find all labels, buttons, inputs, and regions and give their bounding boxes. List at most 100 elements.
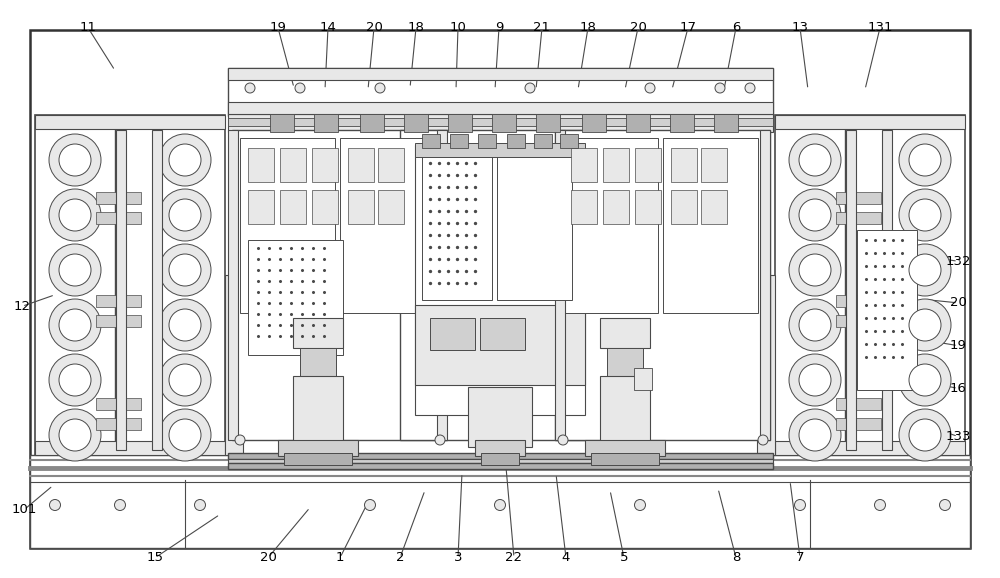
Bar xyxy=(293,376,343,448)
Text: 132: 132 xyxy=(945,255,971,268)
Bar xyxy=(378,148,404,182)
Circle shape xyxy=(159,354,211,406)
Circle shape xyxy=(558,435,568,445)
Bar xyxy=(248,148,274,182)
Bar xyxy=(35,115,225,455)
Bar xyxy=(481,453,519,465)
Bar xyxy=(563,138,658,313)
Circle shape xyxy=(49,409,101,461)
Circle shape xyxy=(758,435,768,445)
Text: 2: 2 xyxy=(396,551,404,564)
Circle shape xyxy=(49,134,101,186)
Circle shape xyxy=(59,364,91,396)
Circle shape xyxy=(909,364,941,396)
Circle shape xyxy=(799,199,831,231)
Bar xyxy=(228,459,773,463)
Text: 131: 131 xyxy=(867,21,893,34)
Circle shape xyxy=(169,254,201,286)
Circle shape xyxy=(159,409,211,461)
Circle shape xyxy=(645,83,655,93)
Bar xyxy=(635,190,661,224)
Bar xyxy=(152,130,162,450)
Bar xyxy=(775,115,965,129)
Text: 15: 15 xyxy=(146,551,164,564)
Bar xyxy=(478,134,496,148)
Bar xyxy=(775,441,965,455)
Bar xyxy=(348,148,374,182)
Bar xyxy=(228,102,773,114)
Circle shape xyxy=(789,299,841,351)
Bar xyxy=(96,418,141,430)
Bar xyxy=(228,68,773,116)
Bar xyxy=(35,441,225,455)
Bar xyxy=(240,138,335,313)
Circle shape xyxy=(940,499,950,510)
Text: 5: 5 xyxy=(620,551,628,564)
Bar xyxy=(400,130,600,440)
Text: 101: 101 xyxy=(11,503,37,516)
Bar xyxy=(607,348,643,376)
Bar xyxy=(585,440,665,456)
Bar xyxy=(480,318,525,350)
Bar xyxy=(422,134,440,148)
Text: 8: 8 xyxy=(732,551,740,564)
Circle shape xyxy=(909,309,941,341)
Bar xyxy=(701,148,727,182)
Bar xyxy=(284,453,352,465)
Circle shape xyxy=(909,254,941,286)
Circle shape xyxy=(799,309,831,341)
Bar xyxy=(560,134,578,148)
Text: 13: 13 xyxy=(792,21,808,34)
Circle shape xyxy=(745,83,755,93)
Bar xyxy=(836,398,881,410)
Circle shape xyxy=(494,499,506,510)
Bar xyxy=(116,130,126,450)
Text: 3: 3 xyxy=(454,551,462,564)
Circle shape xyxy=(909,199,941,231)
Circle shape xyxy=(375,83,385,93)
Bar xyxy=(450,134,468,148)
Bar xyxy=(96,295,141,307)
Bar xyxy=(555,130,770,440)
Circle shape xyxy=(159,244,211,296)
Circle shape xyxy=(169,419,201,451)
Circle shape xyxy=(235,435,245,445)
Bar xyxy=(228,463,773,469)
Bar xyxy=(378,190,404,224)
Text: 7: 7 xyxy=(796,551,804,564)
Bar xyxy=(96,398,141,410)
Bar xyxy=(415,145,585,415)
Bar xyxy=(225,275,243,455)
Bar xyxy=(430,318,475,350)
Circle shape xyxy=(525,83,535,93)
Bar xyxy=(228,118,773,126)
Text: 14: 14 xyxy=(320,21,336,34)
Text: 18: 18 xyxy=(408,21,424,34)
Circle shape xyxy=(59,254,91,286)
Bar xyxy=(600,318,650,348)
Circle shape xyxy=(789,244,841,296)
Bar xyxy=(248,190,274,224)
Bar xyxy=(571,190,597,224)
Bar xyxy=(228,68,773,80)
Circle shape xyxy=(50,499,60,510)
Circle shape xyxy=(899,189,951,241)
Bar xyxy=(475,440,525,456)
Bar xyxy=(360,114,384,132)
Text: 9: 9 xyxy=(495,21,503,34)
Circle shape xyxy=(635,499,646,510)
Bar xyxy=(634,368,652,390)
Circle shape xyxy=(789,189,841,241)
Bar xyxy=(571,148,597,182)
Circle shape xyxy=(169,144,201,176)
Circle shape xyxy=(874,499,886,510)
Bar xyxy=(836,418,881,430)
Bar xyxy=(492,114,516,132)
Bar xyxy=(293,318,343,348)
Circle shape xyxy=(49,244,101,296)
Circle shape xyxy=(789,354,841,406)
Circle shape xyxy=(789,134,841,186)
Circle shape xyxy=(899,299,951,351)
Circle shape xyxy=(799,144,831,176)
Bar xyxy=(775,115,965,455)
